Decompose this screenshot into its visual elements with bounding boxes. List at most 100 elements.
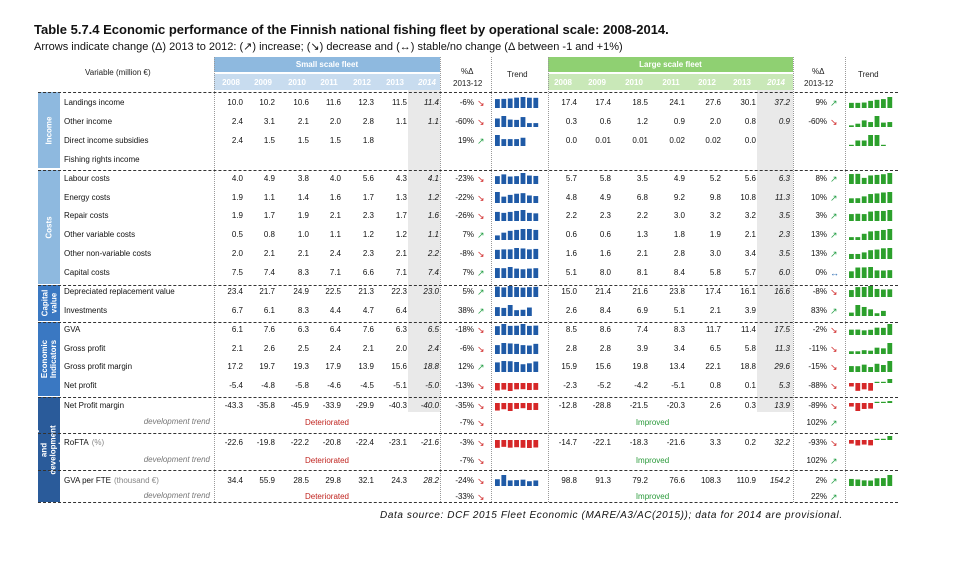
large-value-2013: 16.1 (740, 287, 756, 296)
trend-sparkline (495, 135, 526, 146)
small-value-2009: 1.5 (263, 136, 275, 145)
small-value-2009: 19.7 (259, 362, 275, 371)
large-value-2008: 2.2 (565, 211, 577, 220)
spark-bar (874, 401, 880, 403)
small-value-2008: -22.6 (224, 438, 243, 447)
small-development-trend: Deteriorated (304, 456, 350, 465)
large-value-2008: 2.6 (565, 306, 577, 315)
row-label: Depreciated replacement value (64, 287, 175, 296)
spark-bar (533, 286, 539, 297)
spark-bar (527, 97, 532, 108)
spark-bar (861, 233, 867, 240)
spark-bar (861, 383, 867, 390)
small-value-2014: 1.2 (427, 193, 439, 202)
large-value-2013: 11.4 (741, 325, 756, 334)
large-change-down-icon: ↘ (830, 117, 838, 127)
spark-bar (520, 229, 526, 240)
row-label: Labour costs (64, 174, 110, 183)
spark-bar (874, 174, 880, 184)
small-year-2008: 2008 (222, 78, 240, 87)
spark-bar (514, 343, 519, 354)
spark-bar (855, 329, 861, 335)
small-value-2012: 7.6 (362, 325, 374, 334)
small-trend-pct: -7% (459, 456, 474, 465)
spark-bar (849, 102, 854, 108)
small-value-2011: 29.8 (325, 476, 341, 485)
section-capital-value: Capital value (38, 285, 60, 321)
large-year-2014: 2014 (767, 78, 785, 87)
spark-bar (514, 193, 519, 203)
spark-bar (495, 345, 500, 354)
spark-bar (849, 144, 854, 146)
large-change-down-icon: ↘ (830, 401, 838, 411)
spark-bar (495, 135, 500, 146)
spark-bar (527, 383, 532, 391)
small-value-2012: 1.2 (362, 230, 374, 239)
spark-bar (507, 305, 513, 316)
large-change-up-icon: ↗ (830, 230, 838, 240)
small-pct-change: -3% (459, 438, 474, 447)
section-costs: Costs (38, 170, 60, 284)
small-value-2008: 1.9 (231, 211, 243, 220)
row-label: Gross profit margin (64, 362, 133, 371)
spark-bar (533, 123, 539, 127)
spark-bar (855, 403, 861, 411)
large-value-2013: 5.6 (744, 174, 756, 183)
small-year-2011: 2011 (320, 78, 338, 87)
large-value-2013: 0.8 (744, 117, 756, 126)
small-fleet-header: Small scale fleet (214, 57, 440, 72)
large-value-2014: 3.5 (778, 211, 790, 220)
development-trend-label: development trend (143, 491, 210, 500)
large-value-2011: 5.1 (673, 306, 685, 315)
large-year-2012: 2012 (698, 78, 716, 87)
spark-bar (881, 270, 886, 278)
small-trend-down-icon: ↘ (477, 492, 485, 502)
small-value-2014: 18.8 (423, 362, 439, 371)
spark-bar (533, 440, 539, 448)
small-value-2008: 2.0 (231, 249, 243, 258)
small-value-2010: 3.8 (297, 174, 309, 183)
section-profitability: Profitability and development trends (31, 397, 67, 502)
large-value-2009: -22.1 (592, 438, 611, 447)
small-value-2012: 12.3 (358, 98, 374, 107)
divider (214, 57, 215, 502)
trend-sparkline (849, 305, 886, 316)
large-years-band (548, 74, 793, 90)
large-value-2008: 4.8 (565, 193, 577, 202)
small-value-2008: 6.7 (231, 306, 243, 315)
large-value-2014: 154.2 (769, 476, 790, 485)
spark-bar (495, 211, 500, 221)
large-value-2012: 17.4 (705, 287, 721, 296)
small-change-down-icon: ↘ (477, 476, 485, 486)
large-value-2012: 5.8 (709, 268, 721, 277)
large-trend-pct: 102% (806, 456, 827, 465)
spark-bar (874, 116, 880, 127)
small-change-down-icon: ↘ (477, 193, 485, 203)
spark-bar (507, 440, 513, 448)
spark-bar (507, 230, 513, 240)
spark-bar (520, 269, 526, 278)
spark-bar (527, 440, 532, 448)
large-value-2013: 110.9 (736, 476, 756, 485)
spark-bar (520, 479, 526, 486)
small-change-up-icon: ↗ (477, 306, 485, 316)
section-separator (38, 92, 898, 93)
spark-bar (874, 438, 880, 440)
spark-bar (849, 478, 854, 486)
spark-bar (887, 289, 893, 297)
spark-bar (849, 237, 854, 240)
large-value-2012: 9.8 (709, 193, 721, 202)
spark-bar (507, 286, 513, 297)
spark-bar (495, 326, 500, 335)
small-change-down-icon: ↘ (477, 344, 485, 354)
spark-bar (507, 325, 513, 335)
spark-bar (514, 403, 519, 409)
large-pct-change: -11% (808, 344, 827, 353)
spark-bar (514, 97, 519, 108)
spark-bar (849, 253, 854, 259)
small-value-2010: 24.9 (293, 287, 309, 296)
small-value-2012: -29.9 (355, 401, 374, 410)
large-value-2009: 17.4 (595, 98, 611, 107)
spark-bar (501, 287, 507, 297)
large-pct-change: 10% (810, 193, 827, 202)
